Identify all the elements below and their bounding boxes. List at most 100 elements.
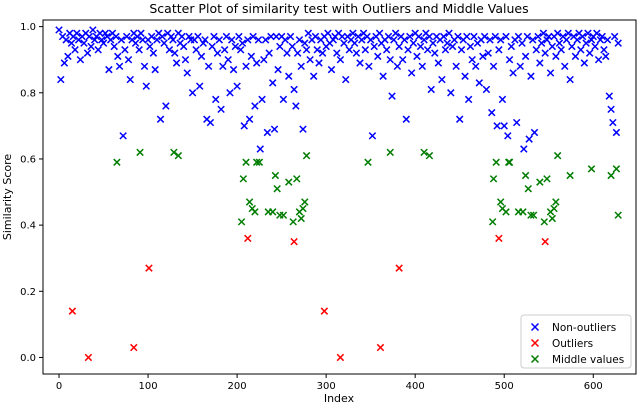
y-tick-label: 0.2	[20, 287, 36, 298]
data-point	[149, 49, 158, 57]
data-point	[76, 55, 85, 64]
data-point	[495, 234, 503, 243]
data-point	[607, 105, 615, 114]
data-point	[340, 39, 348, 47]
data-point	[192, 46, 200, 54]
data-point	[283, 49, 291, 57]
data-point	[512, 118, 521, 127]
data-point	[521, 52, 530, 61]
data-point	[489, 175, 498, 183]
data-point	[106, 36, 115, 44]
data-point	[488, 218, 497, 226]
x-tick-label: 300	[317, 381, 336, 392]
data-point	[438, 75, 446, 84]
x-tick-label: 100	[139, 381, 158, 392]
data-point	[504, 132, 512, 140]
data-point	[413, 52, 421, 61]
data-point	[71, 46, 79, 54]
data-point	[170, 148, 178, 157]
data-point	[336, 55, 345, 64]
legend-label: Outliers	[552, 338, 593, 350]
data-point	[220, 46, 229, 54]
data-point	[550, 204, 558, 213]
data-point	[237, 218, 246, 226]
data-point	[580, 59, 589, 67]
x-tick-label: 500	[495, 381, 514, 392]
data-point	[213, 49, 222, 57]
data-point	[222, 32, 231, 41]
data-point	[571, 52, 580, 61]
data-point	[233, 82, 241, 90]
data-point	[318, 49, 327, 57]
x-tick-label: 200	[228, 381, 247, 392]
data-point	[67, 39, 76, 47]
data-point	[493, 122, 501, 130]
data-point	[489, 62, 498, 71]
data-point	[210, 32, 218, 41]
data-point	[505, 55, 514, 64]
data-point	[524, 184, 532, 193]
data-point	[239, 175, 248, 183]
data-point	[536, 178, 544, 186]
data-point	[507, 42, 516, 51]
data-point	[492, 158, 500, 166]
x-axis-ticks: 0 100 200 300 400 500 600	[56, 374, 603, 392]
data-point	[527, 211, 535, 219]
data-point	[548, 42, 557, 51]
data-point	[140, 62, 149, 71]
data-point	[540, 218, 549, 226]
data-point	[398, 55, 407, 64]
data-point	[386, 148, 394, 157]
data-point	[514, 32, 523, 41]
data-point	[201, 36, 209, 44]
data-point	[349, 29, 357, 37]
data-point	[585, 49, 594, 57]
data-point	[520, 145, 528, 153]
data-point	[532, 46, 541, 54]
data-point	[470, 32, 478, 41]
data-point	[301, 198, 309, 206]
data-point	[519, 208, 527, 216]
data-point	[172, 59, 181, 67]
y-tick-label: 0.4	[20, 221, 36, 232]
data-point	[527, 72, 535, 80]
data-point	[345, 46, 354, 54]
data-point	[509, 69, 517, 77]
data-point	[423, 46, 432, 54]
data-point	[304, 29, 313, 37]
data-point	[391, 29, 400, 37]
data-point	[289, 218, 297, 226]
data-point	[249, 32, 257, 41]
data-point	[158, 32, 167, 41]
data-point	[281, 36, 289, 44]
data-point	[425, 151, 434, 160]
legend-label: Middle values	[552, 354, 624, 366]
data-point	[195, 82, 204, 90]
data-point	[64, 52, 72, 61]
legend-marker	[530, 338, 540, 348]
data-point	[379, 72, 387, 80]
data-point	[267, 32, 275, 41]
legend-item: Middle values	[530, 354, 624, 366]
data-point	[293, 49, 302, 57]
data-point	[85, 32, 94, 41]
data-point	[498, 95, 507, 104]
data-point	[610, 32, 619, 41]
data-point	[598, 32, 606, 41]
data-point	[114, 52, 122, 61]
data-point	[117, 36, 126, 44]
data-point	[142, 82, 151, 90]
data-point	[247, 52, 256, 61]
data-point	[89, 26, 97, 34]
data-point	[80, 39, 88, 47]
data-point	[228, 36, 236, 44]
data-point	[407, 69, 416, 77]
data-point	[566, 171, 574, 180]
data-point	[311, 32, 320, 41]
data-point	[374, 52, 382, 61]
data-point	[420, 36, 428, 44]
data-point	[320, 307, 329, 315]
data-point	[179, 42, 188, 51]
data-point	[577, 46, 585, 54]
data-point	[122, 32, 131, 41]
